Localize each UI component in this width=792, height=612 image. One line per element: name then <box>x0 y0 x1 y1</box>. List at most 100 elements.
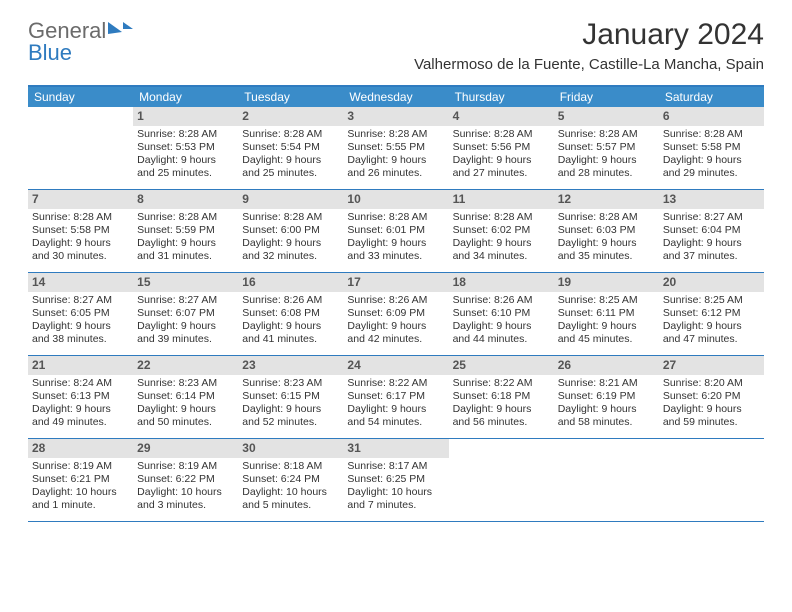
day-number: 29 <box>133 439 238 458</box>
daylight-text: Daylight: 9 hours and 33 minutes. <box>347 237 444 263</box>
sunset-text: Sunset: 5:54 PM <box>242 141 339 154</box>
sunrise-text: Sunrise: 8:23 AM <box>137 377 234 390</box>
day-number: 9 <box>238 190 343 209</box>
day-cell: 11Sunrise: 8:28 AMSunset: 6:02 PMDayligh… <box>449 190 554 272</box>
daylight-text: Daylight: 10 hours and 7 minutes. <box>347 486 444 512</box>
sunset-text: Sunset: 5:57 PM <box>558 141 655 154</box>
day-number: 25 <box>449 356 554 375</box>
title-block: January 2024 Valhermoso de la Fuente, Ca… <box>414 18 764 73</box>
sunrise-text: Sunrise: 8:28 AM <box>242 211 339 224</box>
day-cell: 19Sunrise: 8:25 AMSunset: 6:11 PMDayligh… <box>554 273 659 355</box>
sunset-text: Sunset: 5:58 PM <box>663 141 760 154</box>
day-number: 18 <box>449 273 554 292</box>
day-cell: 1Sunrise: 8:28 AMSunset: 5:53 PMDaylight… <box>133 107 238 189</box>
sunrise-text: Sunrise: 8:25 AM <box>558 294 655 307</box>
sunset-text: Sunset: 6:12 PM <box>663 307 760 320</box>
sunset-text: Sunset: 6:10 PM <box>453 307 550 320</box>
day-cell: 18 Sunrise: 8:26 AMSunset: 6:10 PMDayligh… <box>449 273 554 355</box>
day-number: 20 <box>659 273 764 292</box>
day-cell: 6Sunrise: 8:28 AMSunset: 5:58 PMDaylight… <box>659 107 764 189</box>
week-row: 7Sunrise: 8:28 AMSunset: 5:58 PMDaylight… <box>28 190 764 273</box>
sunset-text: Sunset: 6:08 PM <box>242 307 339 320</box>
daylight-text: Daylight: 9 hours and 54 minutes. <box>347 403 444 429</box>
day-cell: 24Sunrise: 8:22 AMSunset: 6:17 PMDayligh… <box>343 356 448 438</box>
day-cell <box>449 439 554 521</box>
daylight-text: Daylight: 9 hours and 32 minutes. <box>242 237 339 263</box>
daylight-text: Daylight: 9 hours and 25 minutes. <box>242 154 339 180</box>
sunrise-text: Sunrise: 8:25 AM <box>663 294 760 307</box>
sunrise-text: Sunrise: 8:19 AM <box>32 460 129 473</box>
sunset-text: Sunset: 6:22 PM <box>137 473 234 486</box>
sunset-text: Sunset: 6:13 PM <box>32 390 129 403</box>
daylight-text: Daylight: 9 hours and 34 minutes. <box>453 237 550 263</box>
day-number: 27 <box>659 356 764 375</box>
daylight-text: Daylight: 9 hours and 41 minutes. <box>242 320 339 346</box>
day-cell: 22Sunrise: 8:23 AMSunset: 6:14 PMDayligh… <box>133 356 238 438</box>
day-cell: 21Sunrise: 8:24 AMSunset: 6:13 PMDayligh… <box>28 356 133 438</box>
day-number: 31 <box>343 439 448 458</box>
sunset-text: Sunset: 6:01 PM <box>347 224 444 237</box>
sunrise-text: Sunrise: 8:26 AM <box>453 294 550 307</box>
weekday-header: Wednesday <box>343 87 448 107</box>
day-cell: 3Sunrise: 8:28 AMSunset: 5:55 PMDaylight… <box>343 107 448 189</box>
weeks-container: 1Sunrise: 8:28 AMSunset: 5:53 PMDaylight… <box>28 107 764 522</box>
sunrise-text: Sunrise: 8:17 AM <box>347 460 444 473</box>
day-number: 7 <box>28 190 133 209</box>
day-cell: 13Sunrise: 8:27 AMSunset: 6:04 PMDayligh… <box>659 190 764 272</box>
sunrise-text: Sunrise: 8:28 AM <box>137 128 234 141</box>
weekday-header: Saturday <box>659 87 764 107</box>
sunrise-text: Sunrise: 8:28 AM <box>558 211 655 224</box>
day-number: 10 <box>343 190 448 209</box>
day-number: 1 <box>133 107 238 126</box>
day-number: 8 <box>133 190 238 209</box>
location-text: Valhermoso de la Fuente, Castille-La Man… <box>414 56 764 73</box>
daylight-text: Daylight: 9 hours and 49 minutes. <box>32 403 129 429</box>
sunset-text: Sunset: 6:24 PM <box>242 473 339 486</box>
daylight-text: Daylight: 9 hours and 30 minutes. <box>32 237 129 263</box>
sunset-text: Sunset: 6:02 PM <box>453 224 550 237</box>
day-cell: 27Sunrise: 8:20 AMSunset: 6:20 PMDayligh… <box>659 356 764 438</box>
sunset-text: Sunset: 6:19 PM <box>558 390 655 403</box>
sunrise-text: Sunrise: 8:27 AM <box>663 211 760 224</box>
sunrise-text: Sunrise: 8:21 AM <box>558 377 655 390</box>
weekday-header: Tuesday <box>238 87 343 107</box>
logo-triangle-icon <box>123 22 133 29</box>
sunrise-text: Sunrise: 8:28 AM <box>32 211 129 224</box>
sunrise-text: Sunrise: 8:28 AM <box>453 128 550 141</box>
daylight-text: Daylight: 9 hours and 31 minutes. <box>137 237 234 263</box>
daylight-text: Daylight: 9 hours and 28 minutes. <box>558 154 655 180</box>
sunset-text: Sunset: 6:03 PM <box>558 224 655 237</box>
daylight-text: Daylight: 9 hours and 35 minutes. <box>558 237 655 263</box>
sunset-text: Sunset: 5:58 PM <box>32 224 129 237</box>
sunset-text: Sunset: 6:21 PM <box>32 473 129 486</box>
daylight-text: Daylight: 9 hours and 52 minutes. <box>242 403 339 429</box>
sunrise-text: Sunrise: 8:20 AM <box>663 377 760 390</box>
day-cell: 23Sunrise: 8:23 AMSunset: 6:15 PMDayligh… <box>238 356 343 438</box>
week-row: 1Sunrise: 8:28 AMSunset: 5:53 PMDaylight… <box>28 107 764 190</box>
day-cell: 10 Sunrise: 8:28 AMSunset: 6:01 PMDayligh… <box>343 190 448 272</box>
day-cell: 31Sunrise: 8:17 AMSunset: 6:25 PMDayligh… <box>343 439 448 521</box>
daylight-text: Daylight: 9 hours and 59 minutes. <box>663 403 760 429</box>
day-number: 28 <box>28 439 133 458</box>
day-cell: 20Sunrise: 8:25 AMSunset: 6:12 PMDayligh… <box>659 273 764 355</box>
sunset-text: Sunset: 6:00 PM <box>242 224 339 237</box>
sunset-text: Sunset: 6:14 PM <box>137 390 234 403</box>
sunrise-text: Sunrise: 8:28 AM <box>558 128 655 141</box>
weekday-header: Monday <box>133 87 238 107</box>
day-number: 2 <box>238 107 343 126</box>
sunrise-text: Sunrise: 8:28 AM <box>347 211 444 224</box>
calendar: Sunday Monday Tuesday Wednesday Thursday… <box>28 85 764 522</box>
day-cell: 7 Sunrise: 8:28 AMSunset: 5:58 PMDaylight… <box>28 190 133 272</box>
daylight-text: Daylight: 9 hours and 29 minutes. <box>663 154 760 180</box>
sunset-text: Sunset: 5:53 PM <box>137 141 234 154</box>
daylight-text: Daylight: 9 hours and 38 minutes. <box>32 320 129 346</box>
day-number: 24 <box>343 356 448 375</box>
logo-text-blue: Blue <box>28 40 72 66</box>
week-row: 28 Sunrise: 8:19 AMSunset: 6:21 PM Dayligh… <box>28 439 764 522</box>
sunrise-text: Sunrise: 8:24 AM <box>32 377 129 390</box>
daylight-text: Daylight: 9 hours and 27 minutes. <box>453 154 550 180</box>
sunrise-text: Sunrise: 8:27 AM <box>32 294 129 307</box>
daylight-text: Daylight: 9 hours and 44 minutes. <box>453 320 550 346</box>
day-number: 17 <box>343 273 448 292</box>
sunrise-text: Sunrise: 8:28 AM <box>453 211 550 224</box>
